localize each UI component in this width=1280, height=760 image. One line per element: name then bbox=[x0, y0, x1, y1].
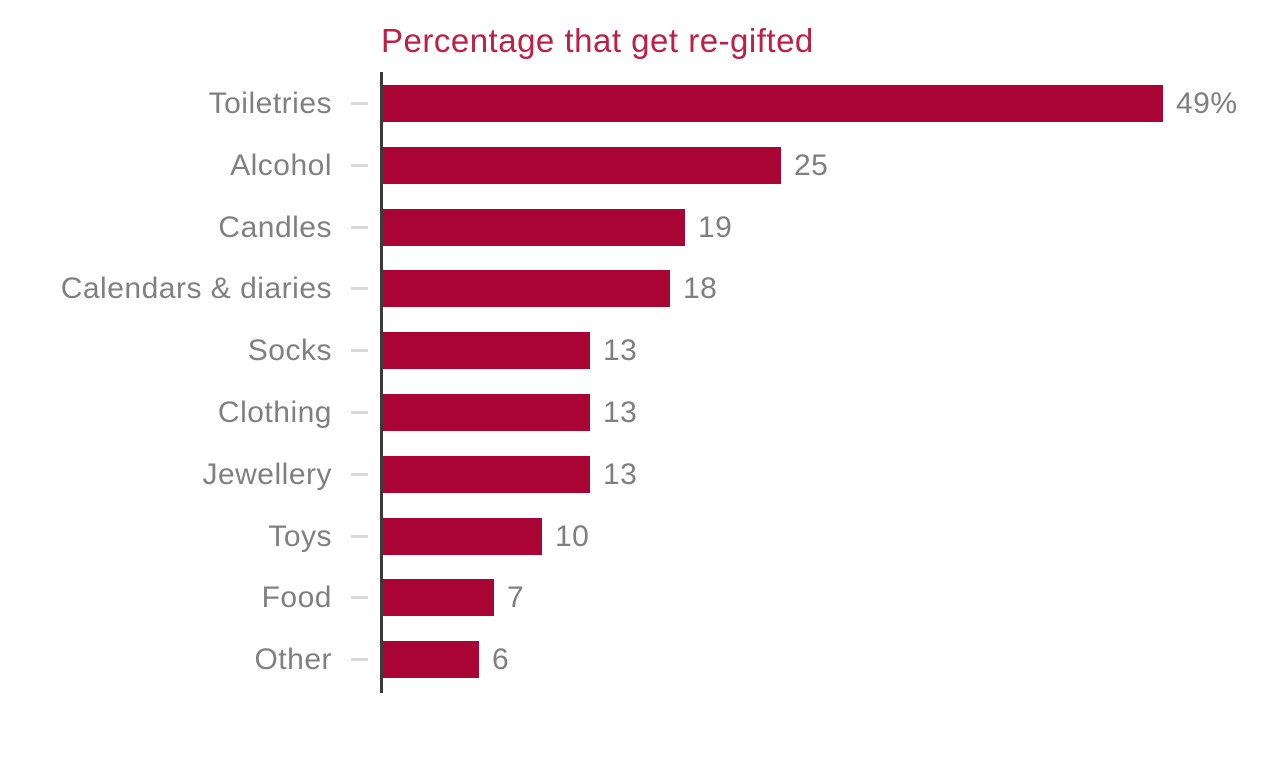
bar-row: Alcohol 25 bbox=[0, 147, 1280, 184]
bar-row: Candles 19 bbox=[0, 209, 1280, 246]
bar-row: Toys 10 bbox=[0, 518, 1280, 555]
bar bbox=[383, 394, 590, 431]
axis-tick bbox=[351, 102, 368, 105]
bar bbox=[383, 147, 781, 184]
bar bbox=[383, 332, 590, 369]
category-label: Candles bbox=[218, 211, 332, 244]
value-label: 49% bbox=[1176, 87, 1238, 120]
category-label: Alcohol bbox=[230, 149, 332, 182]
value-label: 13 bbox=[603, 334, 638, 367]
axis-tick bbox=[351, 658, 368, 661]
bar bbox=[383, 579, 494, 616]
axis-tick bbox=[351, 349, 368, 352]
value-label: 25 bbox=[794, 149, 829, 182]
bar bbox=[383, 270, 670, 307]
bar-row: Other 6 bbox=[0, 641, 1280, 678]
category-label: Calendars & diaries bbox=[60, 272, 332, 305]
bar-row: Clothing 13 bbox=[0, 394, 1280, 431]
bar bbox=[383, 209, 685, 246]
axis-tick bbox=[351, 473, 368, 476]
category-label: Food bbox=[261, 581, 332, 614]
axis-tick bbox=[351, 287, 368, 290]
value-label: 7 bbox=[507, 581, 525, 614]
axis-tick bbox=[351, 226, 368, 229]
axis-tick bbox=[351, 164, 368, 167]
value-label: 10 bbox=[555, 520, 590, 553]
value-label: 6 bbox=[492, 643, 510, 676]
y-axis-line bbox=[380, 72, 383, 693]
axis-tick bbox=[351, 596, 368, 599]
axis-tick bbox=[351, 411, 368, 414]
category-label: Clothing bbox=[217, 396, 332, 429]
bar bbox=[383, 85, 1163, 122]
value-label: 13 bbox=[603, 396, 638, 429]
category-label: Toiletries bbox=[208, 87, 332, 120]
bar-row: Toiletries 49% bbox=[0, 85, 1280, 122]
bar bbox=[383, 456, 590, 493]
chart-title: Percentage that get re-gifted bbox=[381, 22, 814, 59]
category-label: Toys bbox=[268, 520, 332, 553]
category-label: Socks bbox=[247, 334, 332, 367]
category-label: Jewellery bbox=[202, 458, 332, 491]
bar bbox=[383, 518, 542, 555]
category-label: Other bbox=[254, 643, 332, 676]
value-label: 19 bbox=[698, 211, 733, 244]
bar-row: Food 7 bbox=[0, 579, 1280, 616]
axis-tick bbox=[351, 535, 368, 538]
bar bbox=[383, 641, 479, 678]
bar-row: Jewellery 13 bbox=[0, 456, 1280, 493]
bar-row: Socks 13 bbox=[0, 332, 1280, 369]
value-label: 13 bbox=[603, 458, 638, 491]
bar-row: Calendars & diaries 18 bbox=[0, 270, 1280, 307]
value-label: 18 bbox=[683, 272, 718, 305]
